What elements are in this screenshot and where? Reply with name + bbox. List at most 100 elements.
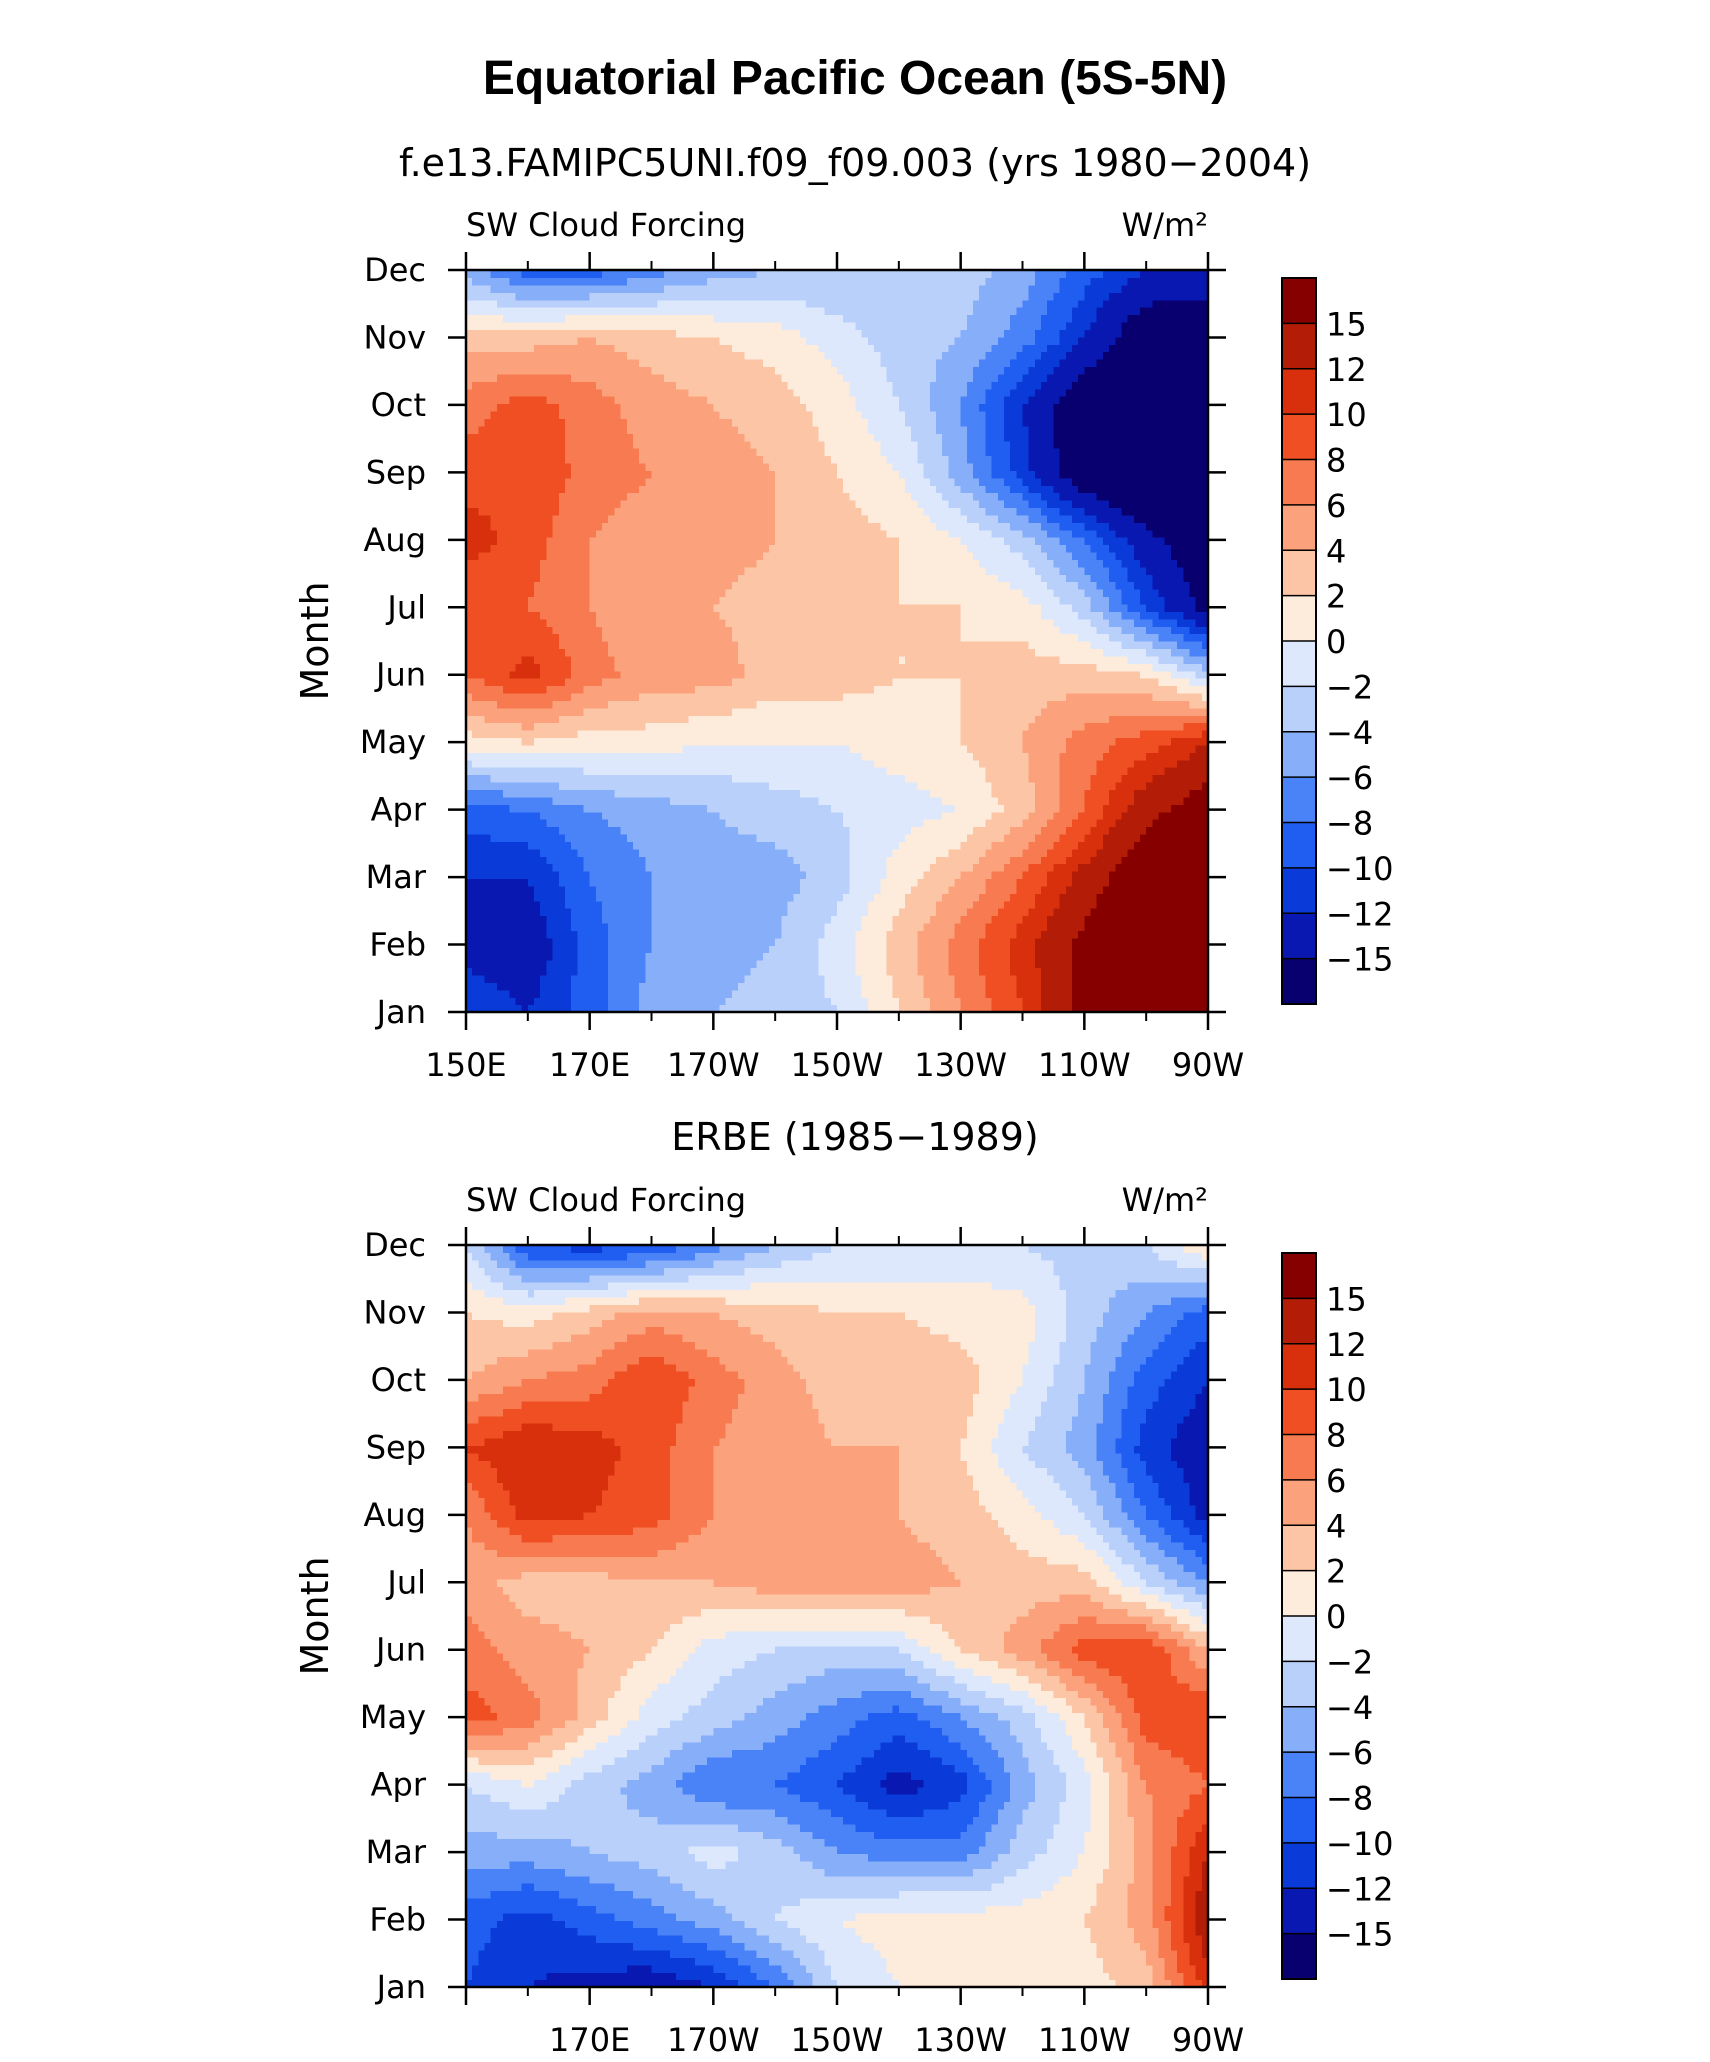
heatmap-cell: [676, 967, 684, 976]
heatmap-cell: [942, 922, 949, 931]
heatmap-cell: [552, 767, 560, 776]
heatmap-cell: [670, 878, 677, 887]
heatmap-cell: [639, 767, 646, 776]
heatmap-cell: [527, 841, 535, 850]
heatmap-cell: [1109, 915, 1116, 924]
heatmap-cell: [589, 737, 597, 746]
heatmap-cell: [1096, 767, 1104, 776]
heatmap-cell: [1133, 974, 1141, 983]
heatmap-cell: [843, 989, 850, 998]
heatmap-cell: [849, 848, 857, 857]
heatmap-cell: [935, 730, 943, 739]
heatmap-cell: [1003, 759, 1011, 768]
heatmap-cell: [676, 819, 684, 828]
heatmap-cell: [991, 730, 999, 739]
heatmap-cell: [1127, 945, 1135, 954]
heatmap-cell: [948, 878, 956, 887]
heatmap-cell: [490, 819, 498, 828]
heatmap-cell: [1170, 759, 1178, 768]
heatmap-cell: [1028, 937, 1036, 946]
heatmap-cell: [503, 967, 510, 976]
heatmap-cell: [1177, 937, 1184, 946]
heatmap-cell: [1146, 937, 1153, 946]
heatmap-cell: [614, 752, 622, 761]
heatmap-cell: [824, 893, 832, 902]
heatmap-cell: [991, 759, 999, 768]
heatmap-cell: [713, 811, 721, 820]
heatmap-cell: [793, 915, 801, 924]
heatmap-cell: [602, 744, 609, 753]
heatmap-cell: [837, 915, 844, 924]
heatmap-cell: [1053, 967, 1061, 976]
heatmap-cell: [639, 781, 646, 790]
heatmap-cell: [725, 937, 733, 946]
heatmap-cell: [843, 885, 850, 894]
heatmap-cell: [1121, 989, 1129, 998]
heatmap-cell: [719, 930, 727, 939]
heatmap-cell: [818, 715, 826, 724]
heatmap-cell: [991, 900, 999, 909]
heatmap-cell: [602, 1004, 609, 1013]
heatmap-cell: [546, 848, 554, 857]
heatmap-cell: [1016, 819, 1024, 828]
heatmap-cell: [651, 856, 659, 865]
heatmap-cell: [595, 863, 603, 872]
heatmap-cell: [1016, 774, 1024, 783]
heatmap-cell: [1109, 997, 1116, 1006]
heatmap-cell: [960, 885, 968, 894]
heatmap-cell: [880, 744, 888, 753]
heatmap-cell: [534, 744, 541, 753]
heatmap-cell: [898, 715, 906, 724]
heatmap-cell: [602, 752, 609, 761]
heatmap-cell: [614, 804, 622, 813]
heatmap-cell: [979, 841, 986, 850]
heatmap-cell: [1164, 715, 1172, 724]
heatmap-cell: [694, 885, 702, 894]
heatmap-cell: [985, 893, 993, 902]
heatmap-cell: [985, 767, 993, 776]
heatmap-cell: [1115, 922, 1123, 931]
heatmap-cell: [688, 811, 696, 820]
heatmap-cell: [1022, 707, 1030, 716]
heatmap-cell: [886, 863, 894, 872]
heatmap-cell: [1115, 730, 1123, 739]
heatmap-cell: [935, 863, 943, 872]
heatmap-cell: [973, 833, 980, 842]
heatmap-cell: [1152, 930, 1160, 939]
heatmap-cell: [614, 744, 622, 753]
heatmap-cell: [929, 1004, 937, 1013]
heatmap-cell: [762, 1004, 770, 1013]
heatmap-cell: [867, 730, 875, 739]
heatmap-cell: [509, 900, 517, 909]
heatmap-cell: [707, 737, 714, 746]
heatmap-cell: [935, 781, 943, 790]
heatmap-cell: [614, 915, 622, 924]
heatmap-cell: [738, 982, 745, 991]
heatmap-cell: [490, 767, 498, 776]
heatmap-cell: [713, 826, 721, 835]
heatmap-cell: [577, 789, 585, 798]
heatmap-cell: [663, 767, 671, 776]
heatmap-cell: [707, 759, 714, 768]
heatmap-cell: [880, 863, 888, 872]
heatmap-cell: [874, 871, 881, 880]
heatmap-cell: [521, 922, 529, 931]
heatmap-cell: [713, 841, 721, 850]
heatmap-cell: [824, 796, 832, 805]
heatmap-cell: [756, 804, 764, 813]
heatmap-cell: [1158, 752, 1166, 761]
heatmap-cell: [1059, 922, 1067, 931]
heatmap-cell: [1133, 796, 1141, 805]
heatmap-cell: [1047, 833, 1055, 842]
heatmap-cell: [1189, 811, 1197, 820]
heatmap-cell: [694, 752, 702, 761]
heatmap-cell: [855, 700, 863, 709]
heatmap-cell: [595, 811, 603, 820]
heatmap-cell: [985, 989, 993, 998]
heatmap-cell: [466, 774, 473, 783]
heatmap-cell: [620, 930, 628, 939]
heatmap-cell: [1059, 885, 1067, 894]
heatmap-cell: [472, 893, 479, 902]
heatmap-cell: [713, 937, 721, 946]
heatmap-cell: [645, 900, 653, 909]
